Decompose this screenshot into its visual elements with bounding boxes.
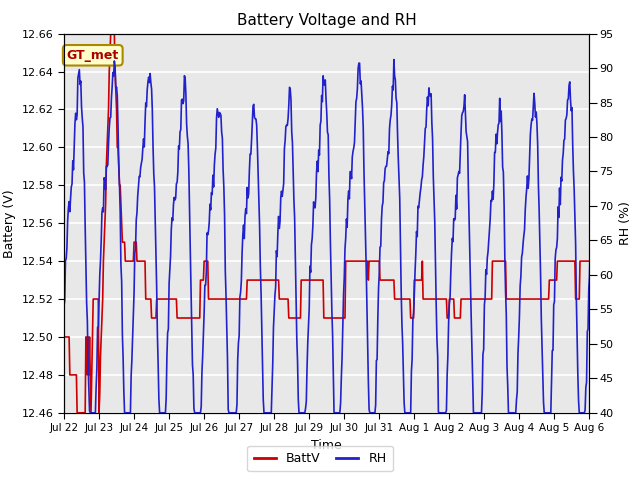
Y-axis label: Battery (V): Battery (V) [3, 189, 16, 257]
Legend: BattV, RH: BattV, RH [248, 446, 392, 471]
Y-axis label: RH (%): RH (%) [619, 201, 632, 245]
X-axis label: Time: Time [311, 439, 342, 452]
Title: Battery Voltage and RH: Battery Voltage and RH [237, 13, 416, 28]
Text: GT_met: GT_met [67, 49, 119, 62]
